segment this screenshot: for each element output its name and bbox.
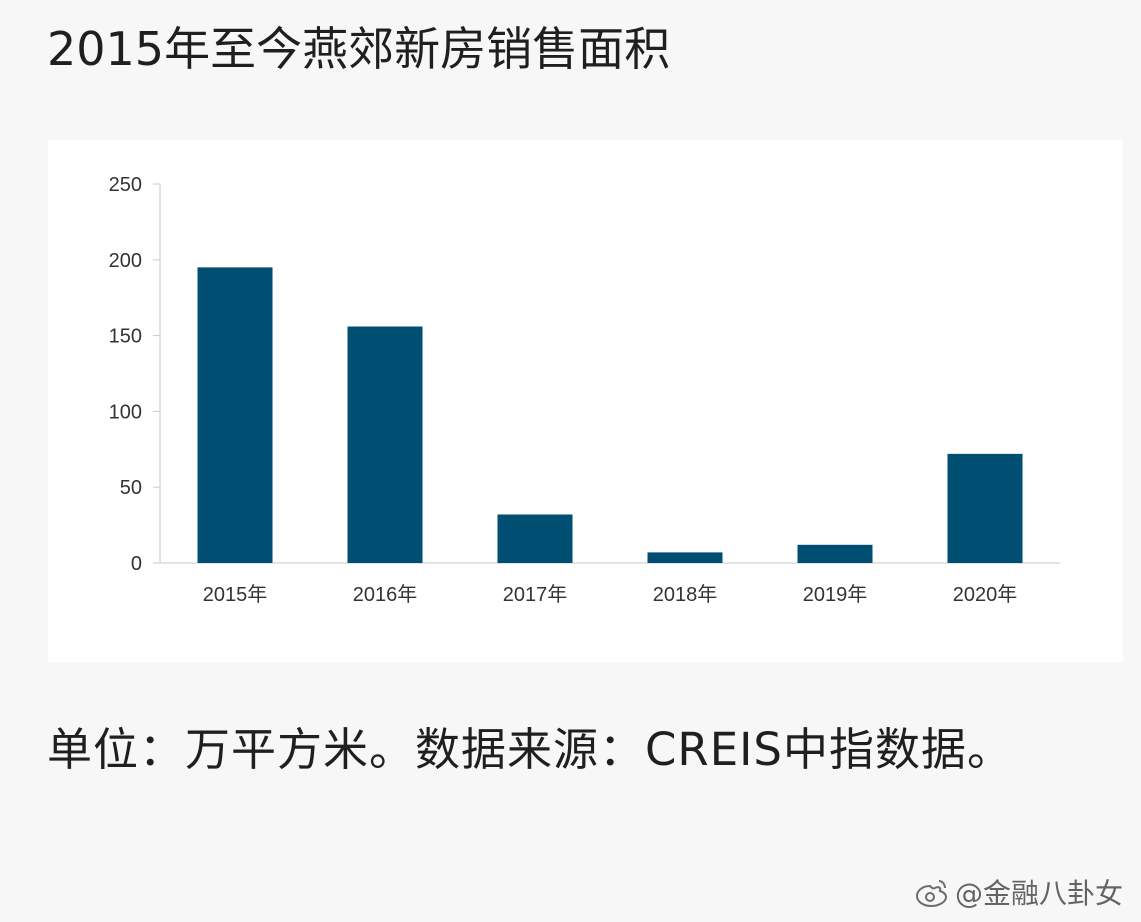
watermark: @金融八卦女: [915, 872, 1123, 912]
bar: [947, 453, 1023, 563]
bar: [647, 552, 723, 563]
x-category-label: 2020年: [953, 583, 1018, 606]
bar: [497, 514, 573, 563]
y-tick-label: 250: [109, 174, 142, 196]
watermark-text: @金融八卦女: [954, 877, 1123, 910]
chart-card: 0 50 100 150 200 250 2015年 2016年 2017年 2018年 2019年…: [48, 140, 1123, 662]
y-tick-label: 150: [109, 326, 142, 348]
x-category-label: 2018年: [653, 583, 718, 606]
bar: [197, 267, 273, 563]
y-tick-label: 50: [120, 477, 142, 499]
bar-chart: 0 50 100 150 200 250 2015年 2016年 2017年 2018年 2019年…: [109, 174, 1060, 606]
y-tick-label: 200: [109, 250, 142, 272]
y-tick-label: 0: [131, 553, 142, 575]
x-category-label: 2015年: [203, 583, 268, 606]
bar: [797, 544, 873, 563]
weibo-icon: [915, 880, 947, 907]
source-note: 单位：万平方米。数据来源：CREIS中指数据。: [47, 723, 1013, 776]
x-category-label: 2016年: [353, 583, 418, 606]
x-category-label: 2019年: [803, 583, 868, 606]
page-title: 2015年至今燕郊新房销售面积: [47, 22, 671, 76]
bar: [347, 326, 423, 563]
chart-root: 0 50 100 150 200 250 2015年 2016年 2017年 2018年 2019年…: [109, 174, 1060, 606]
x-category-label: 2017年: [503, 583, 568, 606]
y-tick-label: 100: [109, 401, 142, 423]
